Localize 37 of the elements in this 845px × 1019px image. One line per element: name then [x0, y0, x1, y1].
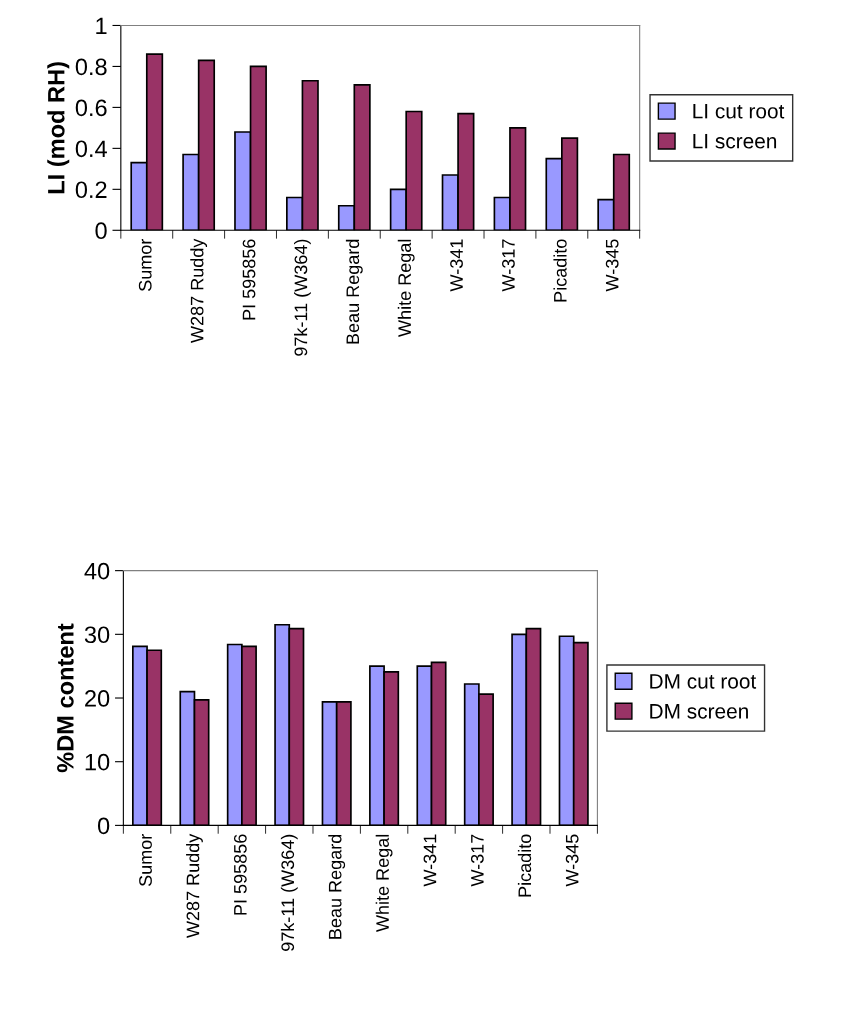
- x-tick-label: W-317: [502, 239, 515, 292]
- x-tick-label: White Regal: [397, 239, 415, 337]
- y-tick-label: 1: [96, 17, 107, 35]
- y-axis-title: LI (mod RH): [47, 62, 70, 194]
- x-tick-label: 97k-11 (W364): [280, 834, 298, 951]
- x-tick-label: Sumor: [138, 238, 152, 291]
- y-tick-label: 0.6: [75, 99, 107, 117]
- x-tick-label: W287 Ruddy: [190, 238, 208, 343]
- y-axis-title: %DM content: [57, 623, 74, 773]
- x-tick-label: Beau Regard: [345, 239, 363, 344]
- legend-label: DM cut root: [650, 674, 757, 689]
- y-tick-label: 40: [84, 562, 110, 580]
- y-tick-label: 0: [95, 222, 107, 240]
- legend-label: DM screen: [650, 704, 748, 719]
- y-tick-label: 20: [85, 690, 110, 707]
- x-tick-label: 97k-11 (W364): [294, 239, 311, 356]
- x-tick-label: Beau Regard: [328, 834, 346, 939]
- x-tick-label: W-317: [470, 834, 484, 887]
- legend-label: LI cut root: [693, 104, 785, 119]
- legend-label: LI screen: [693, 133, 777, 149]
- y-tick-label: 0: [97, 817, 110, 835]
- x-tick-label: White Regal: [375, 834, 393, 932]
- x-tick-label: W-341: [423, 834, 437, 887]
- x-tick-label: W-341: [450, 239, 463, 292]
- y-tick-label: 10: [85, 753, 110, 771]
- y-tick-label: 0.4: [75, 140, 107, 158]
- x-tick-label: PI 595856: [242, 239, 256, 320]
- x-tick-label: Picadito: [517, 834, 532, 897]
- y-tick-label: 0.8: [75, 58, 107, 76]
- x-tick-label: W-345: [605, 239, 619, 292]
- x-tick-label: Sumor: [139, 834, 152, 887]
- x-tick-label: W-345: [565, 834, 579, 887]
- y-tick-label: 30: [84, 626, 110, 644]
- x-tick-label: W287 Ruddy: [186, 833, 203, 939]
- y-tick-label: 0.2: [75, 181, 107, 199]
- x-tick-label: Picadito: [553, 239, 567, 302]
- x-tick-label: PI 595856: [233, 834, 247, 915]
